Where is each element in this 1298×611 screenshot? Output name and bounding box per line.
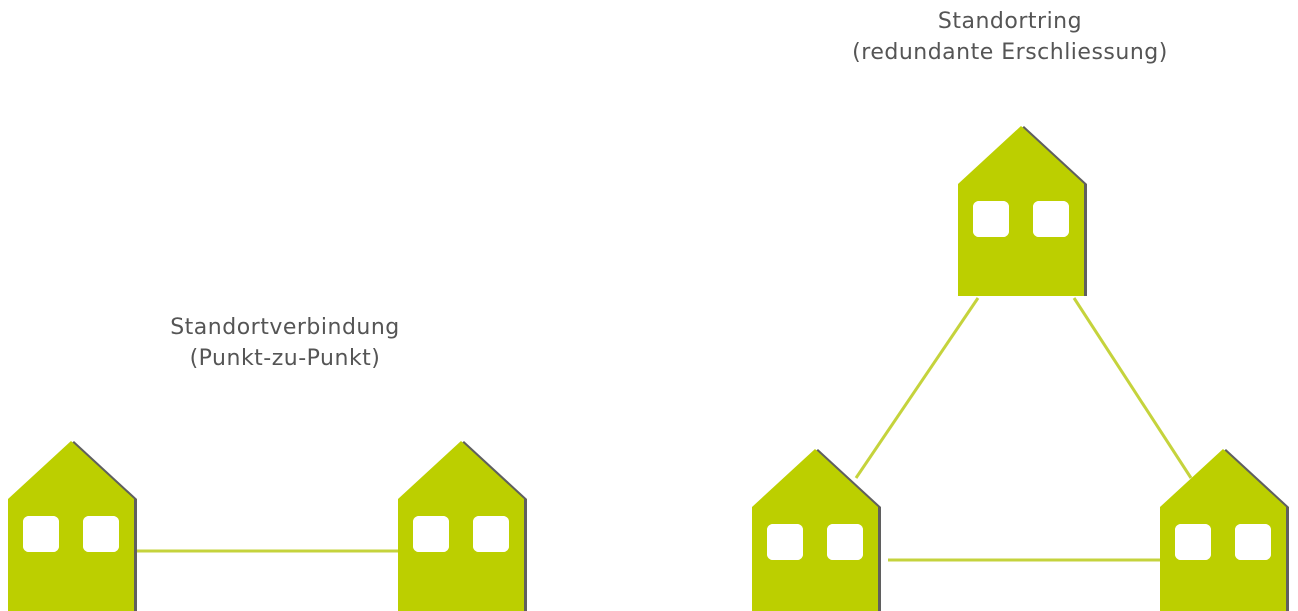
connections xyxy=(134,297,1193,562)
ring-subtitle: (redundante Erschliessung) xyxy=(852,40,1168,65)
window-icon xyxy=(23,516,59,552)
house-icon xyxy=(958,126,1087,296)
window-icon xyxy=(1175,524,1211,560)
point-to-point-title: Standortverbindung xyxy=(170,315,400,340)
point-to-point-label: Standortverbindung (Punkt-zu-Punkt) xyxy=(100,312,470,374)
window-icon xyxy=(827,524,863,560)
window-icon xyxy=(767,524,803,560)
ring-title: Standortring xyxy=(937,9,1083,34)
house-icon xyxy=(1160,449,1289,611)
ring-connection-top-right xyxy=(1072,297,1193,479)
window-icon xyxy=(83,516,119,552)
window-icon xyxy=(473,516,509,552)
house-icon xyxy=(398,441,527,611)
house-icon xyxy=(752,449,881,611)
window-icon xyxy=(1033,201,1069,237)
ring-connection-top-left xyxy=(854,297,980,479)
window-icon xyxy=(1235,524,1271,560)
house-icon xyxy=(8,441,137,611)
window-icon xyxy=(413,516,449,552)
ring-label: Standortring (redundante Erschliessung) xyxy=(830,6,1190,68)
window-icon xyxy=(973,201,1009,237)
point-to-point-subtitle: (Punkt-zu-Punkt) xyxy=(189,346,381,371)
